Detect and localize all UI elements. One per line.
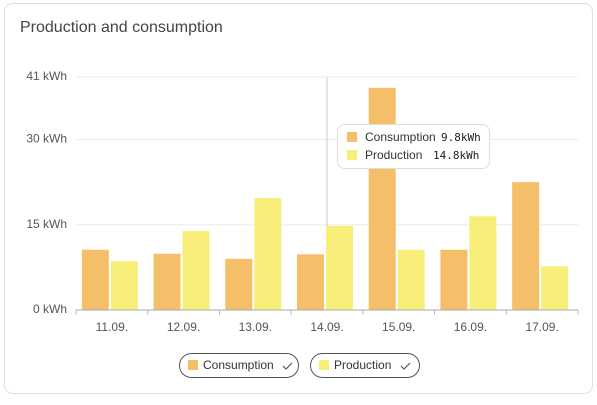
y-tick-label: 0 kWh [33, 302, 67, 316]
x-tick-label: 13.09. [239, 320, 272, 334]
tooltip-swatch [347, 132, 357, 142]
bar [225, 258, 253, 310]
tooltip-box [337, 124, 490, 169]
tooltip-value: 14.8kWh [433, 149, 479, 162]
bar [469, 216, 497, 310]
legend-item[interactable]: Production [310, 353, 420, 378]
legend-label[interactable]: Production [334, 358, 391, 372]
bar [368, 87, 396, 310]
legend-swatch [188, 360, 198, 370]
tooltip-label: Production [365, 148, 422, 162]
x-tick-label: 16.09. [454, 320, 487, 334]
y-tick-label: 30 kWh [26, 132, 67, 146]
check-icon [400, 362, 411, 370]
chart-title: Production and consumption [20, 19, 223, 36]
y-tick-label: 15 kWh [26, 217, 67, 231]
bar [397, 249, 425, 310]
y-tick-label: 41 kWh [26, 69, 67, 83]
x-tick-label: 15.09. [382, 320, 415, 334]
tooltip-value: 9.8kWh [441, 131, 481, 144]
bar [541, 266, 569, 310]
check-icon [282, 362, 293, 370]
bar [182, 231, 210, 310]
tooltip-swatch [347, 150, 357, 160]
x-tick-label: 17.09. [525, 320, 558, 334]
bar [153, 253, 181, 310]
tooltip: Consumption 9.8kWh Production 14.8kWh [337, 124, 490, 169]
legend-pill[interactable] [310, 353, 420, 378]
tooltip-label: Consumption [365, 130, 436, 144]
card-border [4, 3, 593, 394]
bar [254, 198, 282, 310]
legend-swatch [319, 360, 329, 370]
legend-pill[interactable] [179, 353, 299, 378]
bar [297, 254, 324, 310]
legend-label[interactable]: Consumption [203, 358, 274, 372]
legend-item[interactable]: Consumption [179, 353, 299, 378]
bar [440, 249, 468, 310]
bar [326, 225, 353, 310]
bar [81, 249, 109, 310]
x-tick-label: 12.09. [167, 320, 200, 334]
bar [512, 182, 540, 310]
plot-area: 0 kWh 15 kWh 30 kWh 41 kWh 11.09. 12.09. 13.09… [26, 69, 579, 334]
bar [110, 261, 138, 310]
x-tick-label: 14.09. [310, 320, 343, 334]
x-tick-label: 11.09. [96, 320, 128, 334]
